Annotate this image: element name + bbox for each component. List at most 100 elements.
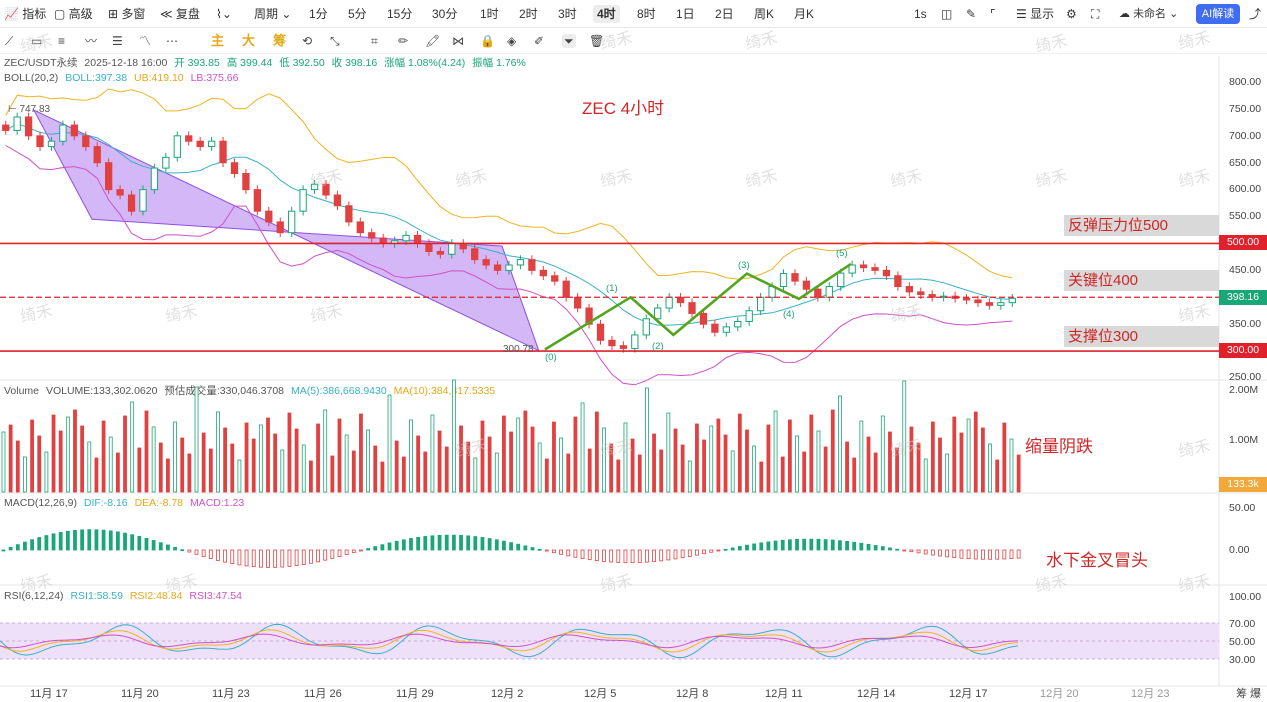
axis-tick: 100.00 <box>1229 591 1262 603</box>
macd-bar <box>487 538 492 551</box>
wave-tool-icon[interactable]: 〰 <box>85 34 98 48</box>
volume-bar <box>73 409 77 493</box>
macd-bar <box>166 544 170 551</box>
filter-icon[interactable]: ⏷ <box>562 34 576 48</box>
boll-name[interactable]: BOLL(20,2) <box>4 72 59 84</box>
volume-bar <box>1002 422 1007 493</box>
tf-5m[interactable]: 5分 <box>348 7 367 21</box>
layout-icon[interactable]: ⌜ <box>990 7 996 21</box>
display-button[interactable]: ☰ 显示 <box>1016 7 1055 21</box>
brush-icon[interactable]: ✏ <box>398 34 409 48</box>
advanced-button[interactable]: ▢ 高级 <box>54 7 93 21</box>
macd-bar <box>852 541 857 551</box>
macd-bar <box>680 549 685 559</box>
candle-body <box>791 273 799 282</box>
volume-bar <box>509 431 513 493</box>
macd-bar <box>423 536 428 551</box>
macd-bar <box>444 534 449 551</box>
highlighter-icon[interactable]: 🖍 <box>425 34 441 48</box>
fib-tool-icon[interactable]: ☰ <box>112 34 123 48</box>
tf-15m[interactable]: 15分 <box>387 7 413 21</box>
volume-bar <box>923 458 928 493</box>
macd-bar <box>1 549 6 552</box>
crop-icon[interactable]: ⌗ <box>371 34 378 48</box>
sync-icon[interactable]: ⟲ <box>302 34 313 48</box>
interval-1s[interactable]: 1s <box>914 7 927 21</box>
macd-bar <box>752 543 757 551</box>
big-order-toggle[interactable]: 大 <box>242 33 256 48</box>
volume-bar <box>916 442 921 493</box>
volume-name[interactable]: Volume <box>4 385 40 397</box>
volume-bar <box>387 394 392 493</box>
macd-bar <box>973 549 978 560</box>
macd-name[interactable]: MACD(12,26,9) <box>4 497 77 509</box>
candle-body <box>665 296 673 309</box>
volume-bar <box>44 451 49 493</box>
rect-tool-icon[interactable]: ▭ <box>31 34 43 48</box>
replay-button[interactable]: ≪ 复盘 <box>160 7 200 21</box>
pattern-tool-icon[interactable]: 〽 <box>139 34 152 48</box>
volume-bar <box>1 431 6 493</box>
volume-bar <box>123 415 127 493</box>
parallel-tool-icon[interactable]: ≡ <box>58 34 66 48</box>
macd-bar <box>258 549 263 568</box>
volume-bar <box>30 419 34 493</box>
tf-2h[interactable]: 2时 <box>519 7 538 21</box>
rsi-name[interactable]: RSI(6,12,24) <box>4 590 64 602</box>
tf-8h[interactable]: 8时 <box>637 7 656 21</box>
main-force-toggle[interactable]: 主 <box>211 33 225 48</box>
more-tools-icon[interactable]: ⋯ <box>166 34 178 48</box>
trash-icon[interactable]: 🗑 <box>589 34 605 48</box>
period-dropdown[interactable]: 周期 ⌄ <box>254 7 292 21</box>
tf-1w[interactable]: 周K <box>754 7 775 21</box>
tf-1mo[interactable]: 月K <box>794 7 815 21</box>
measure-icon[interactable]: ⤡ <box>330 34 340 48</box>
axis-tick: 1.00M <box>1229 434 1259 446</box>
chart-type-button[interactable]: ⌇⌄ <box>216 7 232 21</box>
macd-bar <box>115 531 120 551</box>
tf-2d[interactable]: 2日 <box>715 7 734 21</box>
candle-body <box>676 296 685 304</box>
lock-icon[interactable]: 🔒 <box>480 34 495 48</box>
eye-icon[interactable]: ◈ <box>507 34 517 48</box>
chart-title-annotation: ZEC 4小时 <box>582 99 665 118</box>
volume-bar <box>251 438 256 493</box>
volume-bar <box>37 435 42 493</box>
tf-3h[interactable]: 3时 <box>558 7 577 21</box>
share-icon[interactable]: ⤴ <box>1249 7 1262 21</box>
multi-window-button[interactable]: ⊞ 多窗 <box>108 7 146 21</box>
volume-bar <box>173 421 177 493</box>
fullscreen-icon[interactable]: ⛶ <box>1091 7 1100 21</box>
volume-info: Volume VOLUME:133,302.0620 预估成交量:330,046… <box>4 385 499 398</box>
corner-buttons[interactable]: 筹 爆 <box>1236 688 1262 700</box>
pen-icon[interactable]: ✎ <box>966 7 977 21</box>
candle-body <box>619 345 628 349</box>
magnet-icon[interactable]: ⋈ <box>452 34 464 48</box>
volume-bar <box>945 453 950 493</box>
macd-bar <box>745 544 749 551</box>
volume-bar <box>938 437 942 493</box>
volume-bar <box>766 424 771 493</box>
macd-bar <box>830 539 835 551</box>
gear-icon[interactable]: ⚙ <box>1066 7 1077 21</box>
tf-30m[interactable]: 30分 <box>432 7 458 21</box>
camera-icon[interactable]: ◫ <box>941 7 953 21</box>
macd-bar <box>151 540 156 551</box>
volume-bar <box>895 447 900 493</box>
line-tool-icon[interactable]: ⟋ <box>5 34 14 48</box>
indicators-button[interactable]: 📈 指标 <box>4 7 47 21</box>
tf-1m[interactable]: 1分 <box>309 7 328 21</box>
candle-body <box>105 162 113 191</box>
tf-1h[interactable]: 1时 <box>480 7 499 21</box>
tf-4h[interactable]: 4时 <box>593 5 620 23</box>
volume-bar <box>187 453 192 493</box>
chip-toggle[interactable]: 筹 <box>273 33 287 48</box>
tf-1d[interactable]: 1日 <box>676 7 695 21</box>
macd-bar <box>123 532 127 551</box>
candle-body <box>894 275 902 288</box>
ai-analysis-button[interactable]: AI解读 <box>1196 4 1240 24</box>
macd-bar <box>523 545 528 551</box>
cloud-layout-button[interactable]: ☁ 未命名 ⌄ <box>1119 8 1179 20</box>
edit-icon[interactable]: ✐ <box>534 34 545 48</box>
